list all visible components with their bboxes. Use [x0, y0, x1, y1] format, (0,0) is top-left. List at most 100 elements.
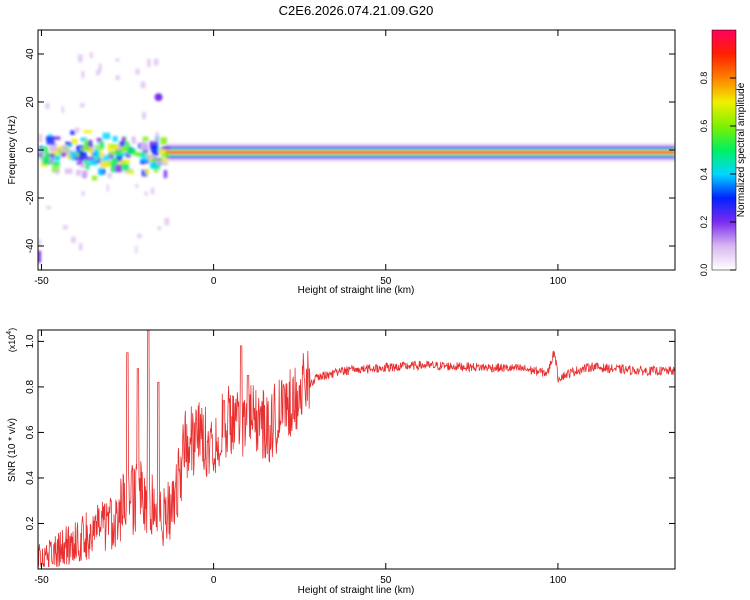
spectrogram-cell: [57, 145, 63, 151]
spectrogram-cell: [80, 147, 90, 151]
spectrogram-cell: [67, 152, 71, 160]
spectrogram-cell: [145, 168, 150, 175]
spectrogram-cell: [85, 163, 90, 170]
spectrogram-cell: [153, 58, 159, 66]
snr-ytick-label: 0.8: [25, 380, 36, 394]
spectrogram-cell: [98, 147, 102, 155]
spectrogram-cell: [127, 148, 136, 155]
spectrogram-cell: [45, 136, 55, 142]
spectrogram-cell: [81, 170, 88, 177]
snr-ytick-label: 0.4: [25, 471, 36, 485]
spectrogram-cell: [115, 58, 120, 62]
spectrogram-ticks: -50 0 50 100 40 20 0 -20 -40: [25, 30, 675, 287]
spectrogram-cell: [42, 156, 51, 165]
spectrogram-cell: [88, 140, 93, 147]
colorbar-gradient: [711, 29, 737, 271]
spectrogram-cell: [153, 168, 158, 173]
spectrogram-cell: [160, 137, 168, 145]
spectrogram-cell: [71, 236, 76, 243]
spectrogram-cell: [46, 141, 56, 145]
spectrogram-cell: [117, 160, 123, 168]
snr-multiplier-base: (x10: [7, 335, 17, 353]
spectrogram-cell: [110, 164, 115, 173]
colorbar: 0.0 0.2 0.4 0.6 0.8 Normalized spectral ampl…: [699, 29, 747, 276]
spectrogram-cell: [118, 148, 126, 153]
spectrogram-cell: [80, 137, 88, 142]
spectrogram-cell: [142, 154, 149, 161]
spectrogram-cell: [64, 168, 73, 174]
spectrogram-cell: [107, 173, 112, 179]
spectrogram-cell: [142, 111, 147, 120]
colorbar-ticks: 0.0 0.2 0.4 0.6 0.8: [699, 72, 736, 276]
spectrogram-cell: [163, 170, 168, 178]
spectrogram-cell: [115, 75, 120, 81]
spectrogram-blob: [154, 93, 163, 102]
spectrogram-cell: [115, 151, 123, 156]
spectrogram-cell: [162, 162, 168, 166]
spectrogram-cell: [49, 143, 58, 152]
spectrogram-cell: [135, 245, 138, 254]
spectrogram-cell: [102, 154, 110, 163]
spectrogram-cell: [76, 161, 83, 165]
spectrogram-cell: [121, 159, 131, 164]
spectrogram-cell: [141, 140, 146, 149]
spectrogram-cell: [125, 152, 131, 158]
snr-xtick-label: 0: [211, 575, 217, 586]
colorbar-tick-label: 0.6: [699, 120, 709, 133]
spectrogram-cell: [140, 81, 146, 89]
spectrogram-cell: [92, 154, 100, 159]
spectrogram-cell: [142, 136, 149, 142]
spectrogram-ytick-label: 0: [25, 147, 36, 153]
spectrogram-cell: [74, 127, 80, 133]
spectrogram-cell: [78, 243, 83, 251]
spectrogram-cell: [133, 151, 140, 156]
spectrogram-cell: [121, 136, 126, 145]
spectrogram-cell: [97, 152, 105, 157]
spectrogram-cell: [111, 145, 119, 151]
spectrogram-cell: [79, 157, 85, 162]
spectrogram-cell: [96, 138, 102, 142]
spectrogram-cell: [76, 145, 84, 153]
spectrogram-cell: [149, 161, 158, 169]
spectrogram-cell: [88, 146, 93, 154]
snr-ticks: -50 0 50 100 0.2 0.4 0.6 0.8 1.0: [25, 330, 675, 586]
spectrogram-cell: [147, 58, 151, 68]
snr-multiplier-close: ): [7, 328, 17, 331]
spectrogram-cell: [106, 184, 109, 192]
spectrogram-cell: [137, 233, 142, 238]
spectrogram-cell: [81, 70, 85, 79]
spectrogram-cells: [38, 52, 675, 263]
snr-frame: [37, 329, 676, 570]
spectrogram-cell: [163, 157, 169, 163]
spectrogram-cell: [51, 166, 60, 173]
spectrogram-cell: [48, 134, 53, 138]
spectrogram-cell: [38, 250, 41, 263]
spectrogram-cell: [95, 145, 99, 153]
spectrogram-ytick-label: 20: [25, 96, 36, 108]
snr-ylabel: SNR (10 * v/v): [7, 418, 18, 482]
spectrogram-cell: [81, 191, 85, 196]
spectrogram-cell: [38, 239, 42, 247]
spectrogram-cell: [151, 157, 158, 164]
spectrogram-cell: [61, 152, 66, 157]
snr-xtick-label: -50: [34, 575, 49, 586]
snr-multiplier-exponent: 4: [6, 331, 13, 335]
spectrogram-ytick-label: 40: [25, 48, 36, 60]
spectrogram-cell: [141, 169, 148, 177]
spectrogram-cell: [61, 105, 64, 114]
spectrogram-cell: [108, 152, 115, 160]
spectrogram-cell: [53, 136, 61, 140]
snr-ytick-label: 1.0: [25, 334, 36, 348]
spectrogram-cell: [112, 136, 118, 142]
spectrogram-ytick-label: -40: [25, 238, 36, 253]
spectrogram-cell: [98, 63, 102, 73]
spectrogram-panel: -50 0 50 100 40 20 0 -20 -40 Height of straight …: [7, 29, 676, 296]
snr-xlabel: Height of straight line (km): [298, 585, 415, 596]
spectrogram-cell: [109, 151, 117, 155]
snr-series: [38, 330, 675, 568]
snr-multiplier: (x104): [6, 328, 17, 352]
spectrogram-cell: [52, 161, 60, 167]
spectrogram-cell: [80, 103, 85, 108]
spectrogram-cell: [155, 132, 160, 141]
